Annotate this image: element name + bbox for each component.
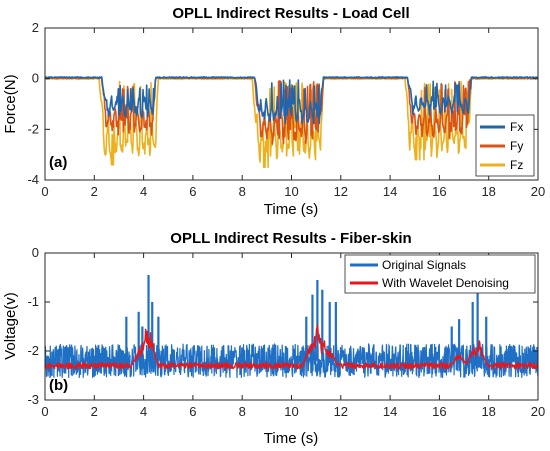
x-tick-label: 6 (189, 184, 196, 199)
y-tick-label: -1 (27, 294, 39, 309)
y-tick-label: 0 (32, 245, 39, 260)
panel-a-series (44, 76, 539, 169)
x-tick-label: 2 (91, 404, 98, 419)
series-line-fx (44, 76, 539, 125)
panel-b-ticks: 0 2 4 6 8 10 12 14 16 18 20 0 -1 -2 -3 (27, 245, 545, 419)
y-tick-label: -2 (27, 343, 39, 358)
legend-label-original-signals: Original Signals (382, 258, 466, 272)
panel-b-legend-box (344, 254, 536, 294)
panel-a-label: (a) (49, 154, 67, 171)
y-tick-label: -4 (27, 172, 39, 187)
panel-a-title: OPLL Indirect Results - Load Cell (172, 5, 409, 22)
x-tick-label: 18 (481, 184, 495, 199)
panel-b-label: (b) (49, 377, 68, 394)
x-tick-label: 6 (189, 404, 196, 419)
legend-label-wavelet-denoising: With Wavelet Denoising (382, 276, 509, 290)
panel-b-xlabel: Time (s) (264, 430, 318, 447)
x-tick-label: 12 (334, 404, 348, 419)
x-tick-label: 2 (91, 184, 98, 199)
series-line-fy (44, 76, 539, 145)
x-tick-label: 14 (383, 404, 397, 419)
panel-b: 0 2 4 6 8 10 12 14 16 18 20 0 -1 -2 -3 OPLL Indirect R… (2, 230, 545, 447)
x-tick-label: 10 (284, 404, 298, 419)
legend-label-fy: Fy (510, 139, 523, 153)
y-tick-label: -2 (27, 121, 39, 136)
x-tick-label: 10 (284, 184, 298, 199)
y-tick-label: 2 (32, 20, 39, 35)
y-tick-label: -3 (27, 392, 39, 407)
panel-a-ylabel: Force(N) (2, 74, 19, 133)
legend-label-fx: Fx (510, 120, 523, 134)
x-tick-label: 16 (432, 184, 446, 199)
panel-b-ylabel: Voltage(v) (2, 292, 19, 360)
x-tick-label: 18 (481, 404, 495, 419)
x-tick-label: 14 (383, 184, 397, 199)
x-tick-label: 4 (140, 184, 147, 199)
x-tick-label: 4 (140, 404, 147, 419)
y-tick-label: 0 (32, 71, 39, 86)
x-tick-label: 0 (41, 404, 48, 419)
x-tick-label: 20 (531, 184, 545, 199)
panel-b-legend: Original Signals With Wavelet Denoising (344, 254, 536, 294)
panel-a-legend: Fx Fy Fz (475, 114, 535, 177)
x-tick-label: 0 (41, 184, 48, 199)
panel-b-title: OPLL Indirect Results - Fiber-skin (170, 230, 411, 247)
x-tick-label: 20 (531, 404, 545, 419)
panel-a-xlabel: Time (s) (264, 201, 318, 218)
x-tick-label: 12 (334, 184, 348, 199)
legend-label-fz: Fz (510, 158, 523, 172)
series-line-wavelet-denoising (44, 324, 539, 370)
x-tick-label: 16 (432, 404, 446, 419)
x-tick-label: 8 (239, 404, 246, 419)
x-tick-label: 8 (239, 184, 246, 199)
